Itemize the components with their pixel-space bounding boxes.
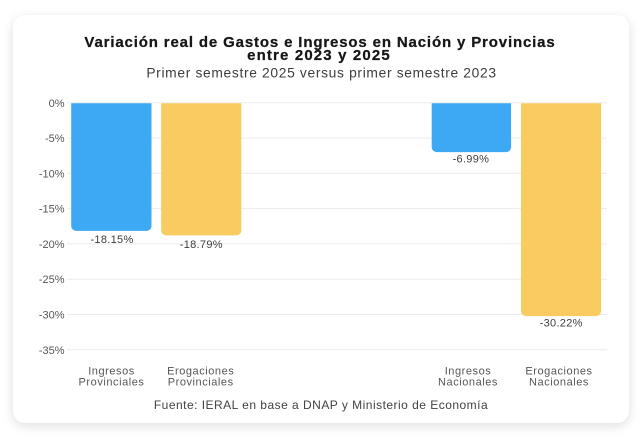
svg-text:-18.15%: -18.15% (90, 234, 133, 246)
svg-text:-6.99%: -6.99% (453, 154, 490, 166)
svg-text:Ingresos: Ingresos (88, 366, 135, 378)
svg-text:Variación real de Gastos e Ing: Variación real de Gastos e Ingresos en N… (84, 34, 555, 51)
svg-text:Provinciales: Provinciales (168, 376, 234, 388)
svg-text:Provinciales: Provinciales (79, 376, 145, 388)
svg-text:-30.22%: -30.22% (540, 317, 583, 329)
svg-text:-5%: -5% (45, 133, 65, 145)
svg-text:-15%: -15% (39, 204, 65, 216)
svg-text:Nacionales: Nacionales (438, 376, 498, 388)
svg-text:-10%: -10% (39, 168, 65, 180)
svg-text:-18.79%: -18.79% (180, 239, 223, 251)
svg-text:Fuente: IERAL en base a DNAP y: Fuente: IERAL en base a DNAP y Ministeri… (154, 398, 488, 412)
svg-text:Erogaciones: Erogaciones (167, 366, 234, 378)
svg-text:Primer semestre 2025 versus pr: Primer semestre 2025 versus primer semes… (146, 66, 496, 81)
svg-text:Erogaciones: Erogaciones (525, 366, 592, 378)
svg-text:-25%: -25% (39, 274, 65, 286)
svg-text:entre 2023 y 2025: entre 2023 y 2025 (247, 47, 391, 64)
svg-text:Nacionales: Nacionales (529, 376, 589, 388)
svg-text:Ingresos: Ingresos (445, 366, 492, 378)
svg-text:-30%: -30% (39, 310, 65, 322)
svg-text:0%: 0% (49, 98, 65, 110)
svg-text:-35%: -35% (39, 345, 65, 357)
svg-text:-20%: -20% (39, 239, 65, 251)
